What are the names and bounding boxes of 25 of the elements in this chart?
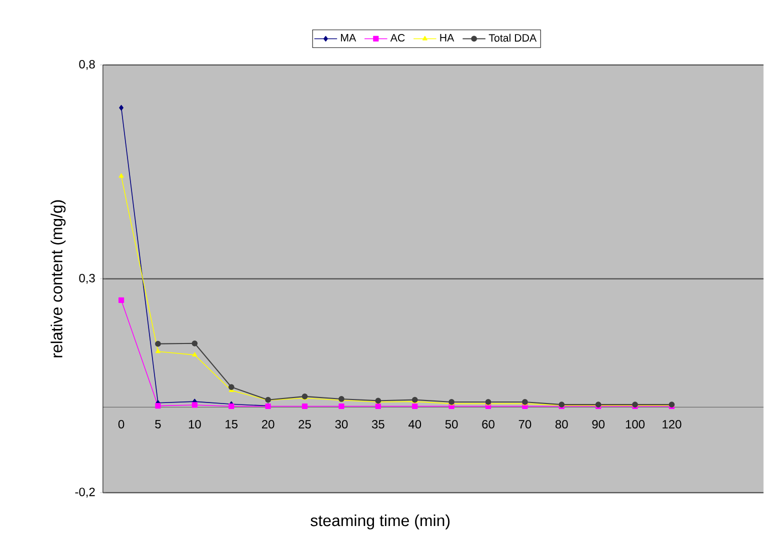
x-tick-label: 120	[662, 420, 682, 429]
y-tick-label: 0,8	[79, 60, 95, 70]
x-tick-label: 100	[626, 420, 645, 429]
x-axis-title: steaming time (min)	[310, 514, 450, 530]
legend-label: MA	[341, 34, 356, 42]
x-tick-label: 30	[335, 420, 348, 429]
x-tick-label: 80	[555, 420, 568, 429]
x-tick-label: 5	[155, 420, 161, 429]
x-tick-label: 90	[592, 420, 605, 429]
x-tick-label: 35	[372, 420, 384, 429]
y-axis-title: relative content (mg/g)	[50, 200, 66, 358]
y-tick-label: 0,3	[79, 274, 95, 284]
x-tick-label: 70	[518, 420, 532, 429]
legend-label: HA	[440, 34, 454, 42]
x-tick-label: 20	[262, 420, 274, 429]
y-tick-label: -0,2	[75, 488, 95, 498]
x-tick-label: 25	[298, 420, 311, 429]
x-tick-label: 0	[118, 420, 124, 429]
x-tick-label: 15	[226, 420, 238, 429]
x-tick-label: 10	[188, 420, 201, 429]
x-tick-label: 50	[445, 420, 458, 429]
x-tick-label: 60	[482, 420, 494, 429]
legend-label: Total DDA	[488, 34, 537, 42]
legend-label: AC	[390, 34, 405, 42]
x-tick-label: 40	[408, 420, 422, 429]
